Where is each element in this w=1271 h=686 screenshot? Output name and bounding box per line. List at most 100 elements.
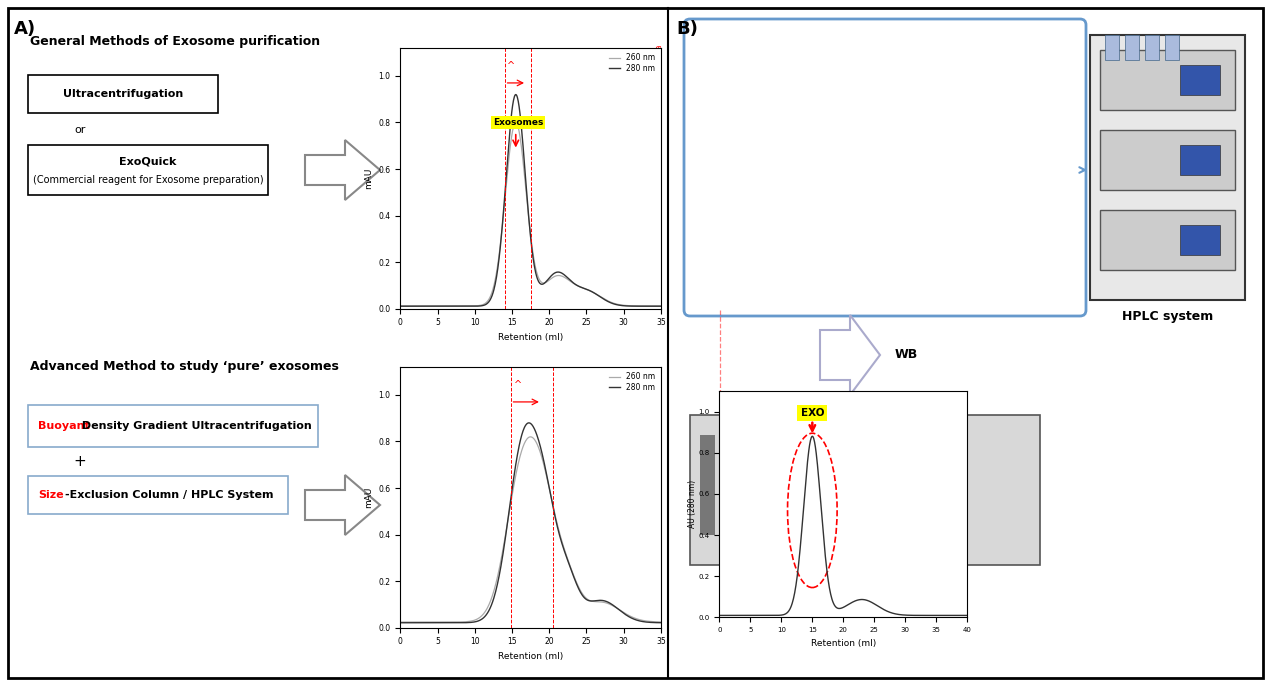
FancyBboxPatch shape — [690, 415, 1040, 565]
260 nm — [653, 618, 669, 626]
Polygon shape — [305, 475, 380, 535]
Line: 280 nm: 280 nm — [400, 423, 661, 623]
FancyBboxPatch shape — [1145, 35, 1159, 60]
X-axis label: Retention (ml): Retention (ml) — [498, 333, 563, 342]
280 nm — [590, 291, 605, 299]
Line: 280 nm: 280 nm — [400, 95, 661, 306]
Line: 260 nm: 260 nm — [400, 123, 661, 306]
Text: Density Gradient Ultracentrifugation: Density Gradient Ultracentrifugation — [78, 421, 311, 431]
280 nm — [460, 302, 475, 310]
FancyBboxPatch shape — [1099, 210, 1235, 270]
Text: HPLC system: HPLC system — [1122, 310, 1214, 323]
Text: ExoQuick: ExoQuick — [119, 157, 177, 167]
FancyBboxPatch shape — [760, 425, 798, 553]
FancyBboxPatch shape — [684, 19, 1085, 316]
280 nm — [547, 510, 562, 518]
260 nm — [567, 280, 582, 288]
Text: WB: WB — [895, 348, 918, 362]
FancyBboxPatch shape — [700, 435, 716, 535]
Text: or: or — [74, 125, 85, 135]
260 nm — [547, 508, 562, 516]
Y-axis label: mAU: mAU — [364, 167, 372, 189]
260 nm — [567, 574, 582, 582]
FancyBboxPatch shape — [8, 8, 1263, 678]
260 nm — [547, 272, 562, 281]
Text: Buoyant: Buoyant — [38, 421, 90, 431]
FancyBboxPatch shape — [1099, 130, 1235, 190]
X-axis label: Retention (ml): Retention (ml) — [498, 652, 563, 661]
260 nm — [590, 598, 605, 606]
FancyBboxPatch shape — [28, 145, 268, 195]
280 nm — [393, 302, 408, 310]
Text: -Exclusion Column / HPLC System: -Exclusion Column / HPLC System — [65, 490, 273, 500]
FancyBboxPatch shape — [1179, 225, 1220, 255]
Text: A): A) — [14, 20, 36, 38]
Text: ~ 200 kDa: ~ 200 kDa — [644, 395, 651, 432]
280 nm — [567, 280, 582, 288]
260 nm — [653, 302, 669, 310]
Text: ~ 50 kDa: ~ 50 kDa — [636, 58, 642, 91]
Text: +: + — [74, 455, 86, 469]
FancyBboxPatch shape — [852, 425, 887, 550]
Legend: 260 nm, 280 nm: 260 nm, 280 nm — [608, 371, 657, 393]
260 nm — [460, 617, 475, 626]
280 nm — [567, 576, 582, 584]
FancyBboxPatch shape — [1104, 35, 1118, 60]
Text: Ultracentrifugation: Ultracentrifugation — [62, 89, 183, 99]
Y-axis label: mAU: mAU — [364, 486, 372, 508]
FancyBboxPatch shape — [1179, 145, 1220, 175]
280 nm — [393, 619, 408, 627]
260 nm — [393, 618, 408, 626]
FancyBboxPatch shape — [1099, 50, 1235, 110]
FancyBboxPatch shape — [28, 405, 318, 447]
FancyBboxPatch shape — [1166, 35, 1179, 60]
280 nm — [438, 302, 454, 310]
280 nm — [438, 619, 454, 627]
280 nm — [511, 99, 526, 108]
260 nm — [460, 302, 475, 310]
Text: > 1000 kDa: > 1000 kDa — [656, 385, 665, 431]
X-axis label: Retention (ml): Retention (ml) — [811, 639, 876, 648]
280 nm — [653, 302, 669, 310]
280 nm — [521, 418, 536, 427]
260 nm — [511, 460, 526, 468]
Line: 260 nm: 260 nm — [400, 437, 661, 622]
FancyBboxPatch shape — [1125, 35, 1139, 60]
FancyBboxPatch shape — [719, 430, 750, 550]
FancyBboxPatch shape — [1091, 35, 1246, 300]
260 nm — [522, 433, 538, 441]
Text: EXO: EXO — [801, 407, 824, 418]
260 nm — [508, 119, 524, 127]
260 nm — [438, 302, 454, 310]
Text: Advanced Method to study ‘pure’ exosomes: Advanced Method to study ‘pure’ exosomes — [31, 360, 339, 373]
Text: Exosomes: Exosomes — [493, 118, 543, 127]
Text: > 1000 kDa: > 1000 kDa — [656, 45, 665, 91]
280 nm — [653, 619, 669, 627]
260 nm — [393, 302, 408, 310]
Polygon shape — [305, 140, 380, 200]
Text: Size: Size — [38, 490, 64, 500]
280 nm — [460, 619, 475, 627]
280 nm — [511, 446, 526, 454]
Text: ^: ^ — [506, 61, 515, 71]
280 nm — [508, 91, 524, 99]
280 nm — [547, 269, 562, 277]
Text: < 1 kDa: < 1 kDa — [628, 60, 634, 88]
FancyBboxPatch shape — [1179, 65, 1220, 95]
260 nm — [590, 290, 605, 298]
FancyBboxPatch shape — [805, 422, 846, 554]
Y-axis label: AU (280 nm): AU (280 nm) — [688, 480, 697, 528]
FancyBboxPatch shape — [28, 75, 219, 113]
Text: B): B) — [676, 20, 698, 38]
FancyBboxPatch shape — [28, 476, 289, 514]
260 nm — [511, 126, 526, 134]
260 nm — [438, 618, 454, 626]
Polygon shape — [820, 315, 880, 395]
Text: Exo Marker, CD63: Exo Marker, CD63 — [799, 582, 930, 595]
280 nm — [590, 596, 605, 604]
Legend: 260 nm, 280 nm: 260 nm, 280 nm — [608, 52, 657, 74]
Text: < 1 kDa: < 1 kDa — [628, 400, 634, 429]
Text: General Methods of Exosome purification: General Methods of Exosome purification — [31, 35, 320, 48]
Text: (Commercial reagent for Exosome preparation): (Commercial reagent for Exosome preparat… — [33, 175, 263, 185]
Text: ~ 50 kDa: ~ 50 kDa — [636, 398, 642, 431]
